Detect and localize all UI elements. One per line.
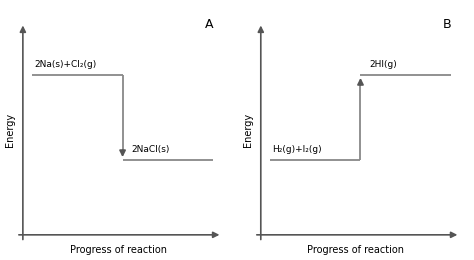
Text: 2Na(s)+Cl₂(g): 2Na(s)+Cl₂(g) (34, 60, 96, 69)
Text: A: A (204, 18, 213, 31)
Text: Energy: Energy (5, 113, 15, 147)
Text: Progress of reaction: Progress of reaction (70, 245, 166, 255)
Text: 2HI(g): 2HI(g) (370, 60, 397, 69)
Text: B: B (442, 18, 451, 31)
Text: 2NaCl(s): 2NaCl(s) (132, 145, 170, 154)
Text: Energy: Energy (243, 113, 253, 147)
Text: Progress of reaction: Progress of reaction (308, 245, 404, 255)
Text: H₂(g)+I₂(g): H₂(g)+I₂(g) (272, 145, 322, 154)
